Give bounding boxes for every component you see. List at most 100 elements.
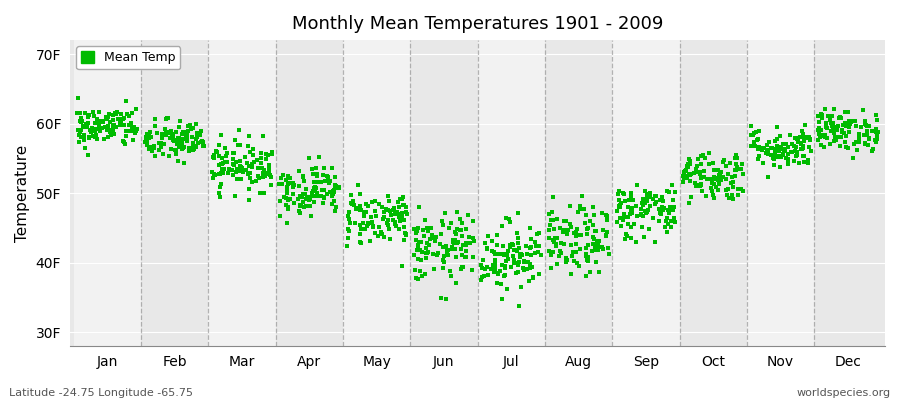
Point — [655, 194, 670, 200]
Point — [297, 178, 311, 184]
Point — [396, 202, 410, 208]
Bar — [478, 40, 544, 346]
Point — [71, 126, 86, 133]
Point — [180, 132, 194, 138]
Point — [382, 198, 396, 204]
Point — [668, 219, 682, 225]
Point — [495, 262, 509, 268]
Point — [663, 218, 678, 224]
Point — [417, 233, 431, 239]
Point — [73, 117, 87, 124]
Point — [683, 171, 698, 178]
Point — [815, 115, 830, 121]
Point — [812, 119, 826, 126]
Point — [497, 251, 511, 257]
Point — [729, 160, 743, 167]
Point — [79, 120, 94, 127]
Point — [410, 225, 425, 231]
Point — [592, 269, 607, 276]
Point — [654, 205, 669, 212]
Point — [454, 246, 468, 253]
Point — [85, 125, 99, 132]
Point — [488, 259, 502, 265]
Point — [225, 161, 239, 167]
Point — [588, 246, 602, 253]
Point — [610, 218, 625, 225]
Point — [800, 157, 814, 163]
Point — [190, 134, 204, 140]
Point — [657, 224, 671, 230]
Point — [318, 177, 332, 184]
Point — [652, 206, 667, 212]
Point — [502, 216, 517, 222]
Point — [636, 196, 651, 202]
Point — [419, 250, 434, 256]
Point — [812, 125, 826, 132]
Point — [523, 236, 537, 242]
Point — [839, 132, 853, 139]
Point — [518, 267, 532, 274]
Point — [827, 106, 842, 112]
Point — [554, 240, 568, 246]
Point — [180, 134, 194, 141]
Point — [511, 302, 526, 309]
Point — [702, 150, 716, 157]
Point — [381, 221, 395, 228]
Point — [140, 136, 154, 142]
Point — [523, 225, 537, 231]
Point — [248, 178, 263, 184]
Point — [858, 132, 872, 138]
Point — [108, 124, 122, 130]
Point — [117, 115, 131, 121]
Point — [233, 163, 248, 169]
Point — [796, 130, 811, 137]
Point — [240, 160, 255, 166]
Point — [721, 186, 735, 193]
Point — [262, 166, 276, 172]
Point — [579, 273, 593, 279]
Point — [681, 170, 696, 177]
Point — [157, 141, 171, 148]
Point — [595, 243, 609, 250]
Point — [858, 121, 872, 127]
Point — [561, 227, 575, 233]
Point — [491, 270, 505, 276]
Point — [80, 124, 94, 130]
Point — [368, 208, 382, 214]
Point — [140, 142, 154, 148]
Point — [122, 113, 137, 119]
Point — [433, 241, 447, 247]
Point — [736, 171, 751, 178]
Point — [215, 166, 230, 172]
Point — [177, 129, 192, 135]
Point — [215, 155, 230, 162]
Point — [796, 138, 811, 144]
Point — [731, 185, 745, 192]
Point — [176, 144, 191, 150]
Point — [382, 226, 396, 232]
Point — [833, 114, 848, 120]
Point — [164, 128, 178, 134]
Point — [446, 240, 461, 246]
Point — [379, 206, 393, 212]
Point — [125, 123, 140, 130]
Point — [477, 266, 491, 272]
Point — [614, 223, 628, 229]
Point — [634, 211, 648, 217]
Point — [777, 147, 791, 153]
Point — [624, 205, 638, 212]
Point — [730, 164, 744, 170]
Point — [642, 226, 656, 232]
Point — [220, 149, 234, 156]
Point — [92, 118, 106, 124]
Point — [842, 124, 856, 130]
Point — [497, 273, 511, 279]
Point — [772, 164, 787, 170]
Point — [157, 151, 171, 157]
Point — [448, 246, 463, 252]
Point — [177, 160, 192, 166]
Point — [148, 122, 162, 129]
Point — [382, 216, 396, 223]
Point — [191, 140, 205, 146]
Point — [364, 219, 379, 226]
